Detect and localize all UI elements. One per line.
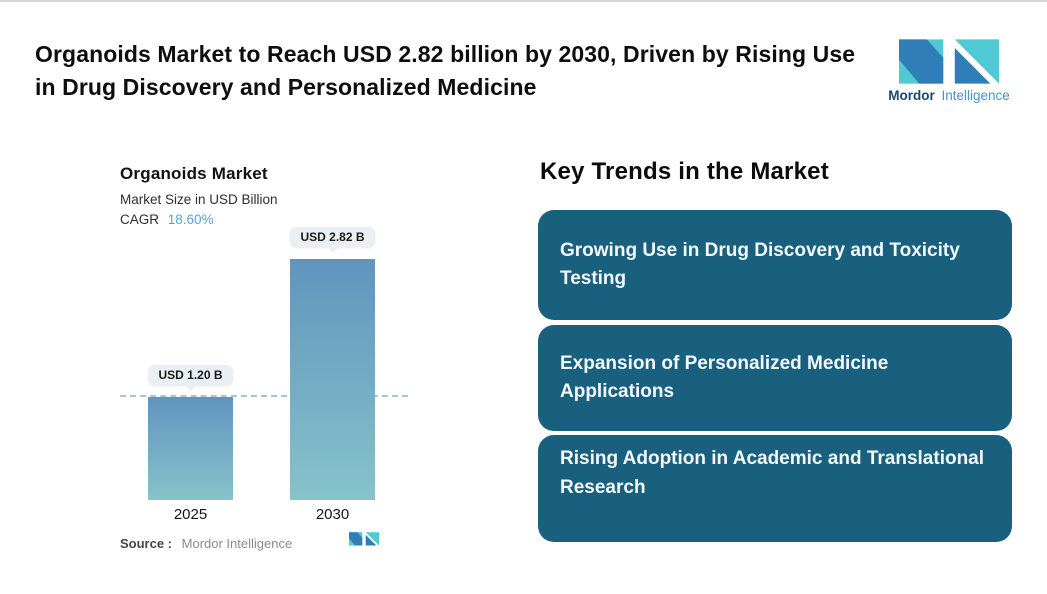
cagr-value: 18.60% (167, 212, 214, 227)
mordor-intelligence-mark-icon (349, 532, 379, 546)
chart-cagr: CAGR 18.60% (120, 212, 214, 227)
cagr-label: CAGR (120, 212, 160, 227)
trend-card-label: Growing Use in Drug Discovery and Toxici… (560, 239, 960, 290)
brand-logo: Mordor Intelligence (888, 39, 1010, 103)
bar-chart: USD 1.20 B 2025 USD 2.82 B 2030 (120, 227, 412, 523)
brand-name: Mordor Intelligence (888, 88, 1010, 103)
brand-name-light: Intelligence (941, 88, 1010, 103)
x-axis-label-2030: 2030 (315, 506, 350, 523)
bar-group-2025: USD 1.20 B 2025 (148, 232, 233, 523)
x-axis-label-2025: 2025 (173, 506, 208, 523)
trend-card-label: Expansion of Personalized Medicine Appli… (560, 352, 889, 403)
page-title: Organoids Market to Reach USD 2.82 billi… (35, 41, 856, 100)
value-label: USD 1.20 B (158, 368, 223, 382)
value-callout-2030: USD 2.82 B (290, 227, 375, 253)
bar-rect-2030 (290, 259, 375, 500)
value-label: USD 2.82 B (300, 230, 365, 244)
bar-rect-2025 (148, 397, 233, 500)
trend-card-1: Growing Use in Drug Discovery and Toxici… (538, 210, 1012, 320)
reference-dashed-line (120, 395, 408, 397)
source-label: Source : (120, 536, 173, 551)
mordor-intelligence-logo-icon (899, 39, 999, 84)
trend-card-label: Rising Adoption in Academic and Translat… (560, 448, 985, 498)
source-row: Source : Mordor Intelligence (120, 536, 292, 551)
trends-heading: Key Trends in the Market (540, 158, 829, 185)
chart-title: Organoids Market (120, 164, 268, 183)
brand-name-bold: Mordor (888, 88, 935, 103)
trend-card-2: Expansion of Personalized Medicine Appli… (538, 325, 1012, 431)
chart-subtitle: Market Size in USD Billion (120, 192, 278, 207)
value-callout-2025: USD 1.20 B (148, 365, 233, 391)
trend-card-3: Rising Adoption in Academic and Translat… (538, 435, 1012, 542)
bar-group-2030: USD 2.82 B 2030 (290, 227, 375, 523)
source-value: Mordor Intelligence (181, 536, 293, 551)
